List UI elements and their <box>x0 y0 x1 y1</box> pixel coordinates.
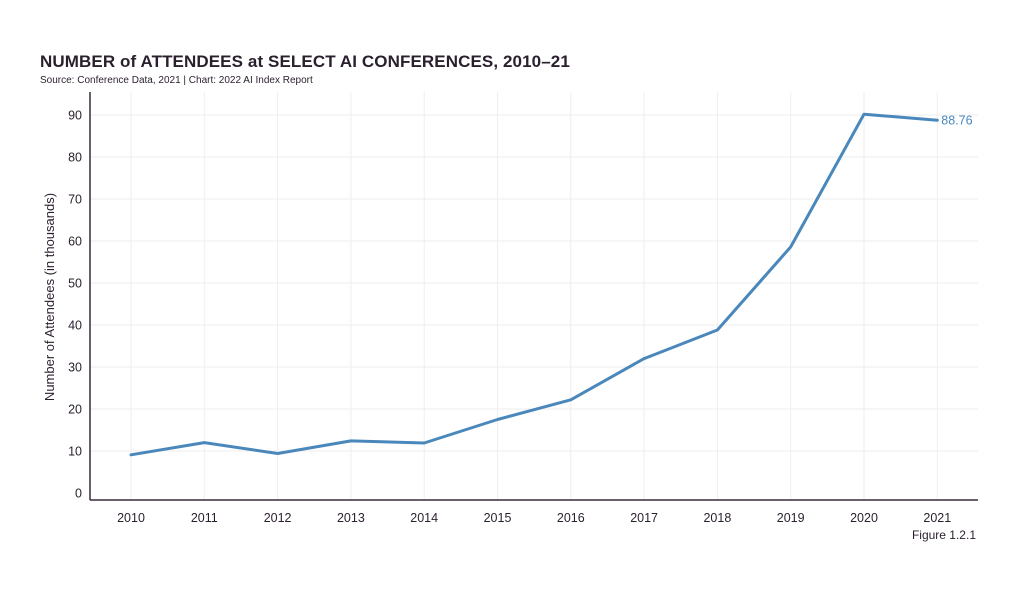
y-tick-label: 70 <box>68 193 82 207</box>
chart-title: NUMBER of ATTENDEES at SELECT AI CONFERE… <box>40 52 570 71</box>
axes <box>89 92 978 501</box>
figure-label: Figure 1.2.1 <box>911 528 976 542</box>
x-tick-label: 2015 <box>484 511 512 525</box>
x-tick-label: 2019 <box>777 511 805 525</box>
annotations: 88.76 <box>941 114 972 128</box>
y-tick-label: 40 <box>68 319 82 333</box>
y-tick-label: 60 <box>68 235 82 249</box>
data-label-2021: 88.76 <box>941 114 972 128</box>
x-tick-label: 2020 <box>850 511 878 525</box>
x-tick-label: 2017 <box>630 511 658 525</box>
x-tick-label: 2013 <box>337 511 365 525</box>
x-tick-label: 2014 <box>410 511 438 525</box>
x-tick-labels: 2010 2011 2012 2013 2014 2015 2016 2017 2018 2019… <box>117 511 951 525</box>
x-tick-label: 2012 <box>264 511 292 525</box>
y-tick-label: 20 <box>68 403 82 417</box>
y-axis-title: Number of Attendees (in thousands) <box>42 193 57 401</box>
y-tick-label: 0 <box>75 487 82 501</box>
x-tick-label: 2021 <box>923 511 951 525</box>
y-tick-label: 80 <box>68 151 82 165</box>
y-tick-label: 10 <box>68 445 82 459</box>
x-tick-label: 2018 <box>703 511 731 525</box>
chart-subtitle: Source: Conference Data, 2021 | Chart: 2… <box>40 75 313 86</box>
grid-lines <box>90 92 978 500</box>
series <box>129 112 939 457</box>
x-tick-label: 2010 <box>117 511 145 525</box>
x-tick-label: 2016 <box>557 511 585 525</box>
y-tick-label: 50 <box>68 277 82 291</box>
y-tick-label: 30 <box>68 361 82 375</box>
series-line <box>129 112 939 457</box>
y-tick-labels: 0 10 20 30 40 50 60 70 80 90 <box>68 109 82 501</box>
y-tick-label: 90 <box>68 109 82 123</box>
x-tick-label: 2011 <box>191 511 218 525</box>
